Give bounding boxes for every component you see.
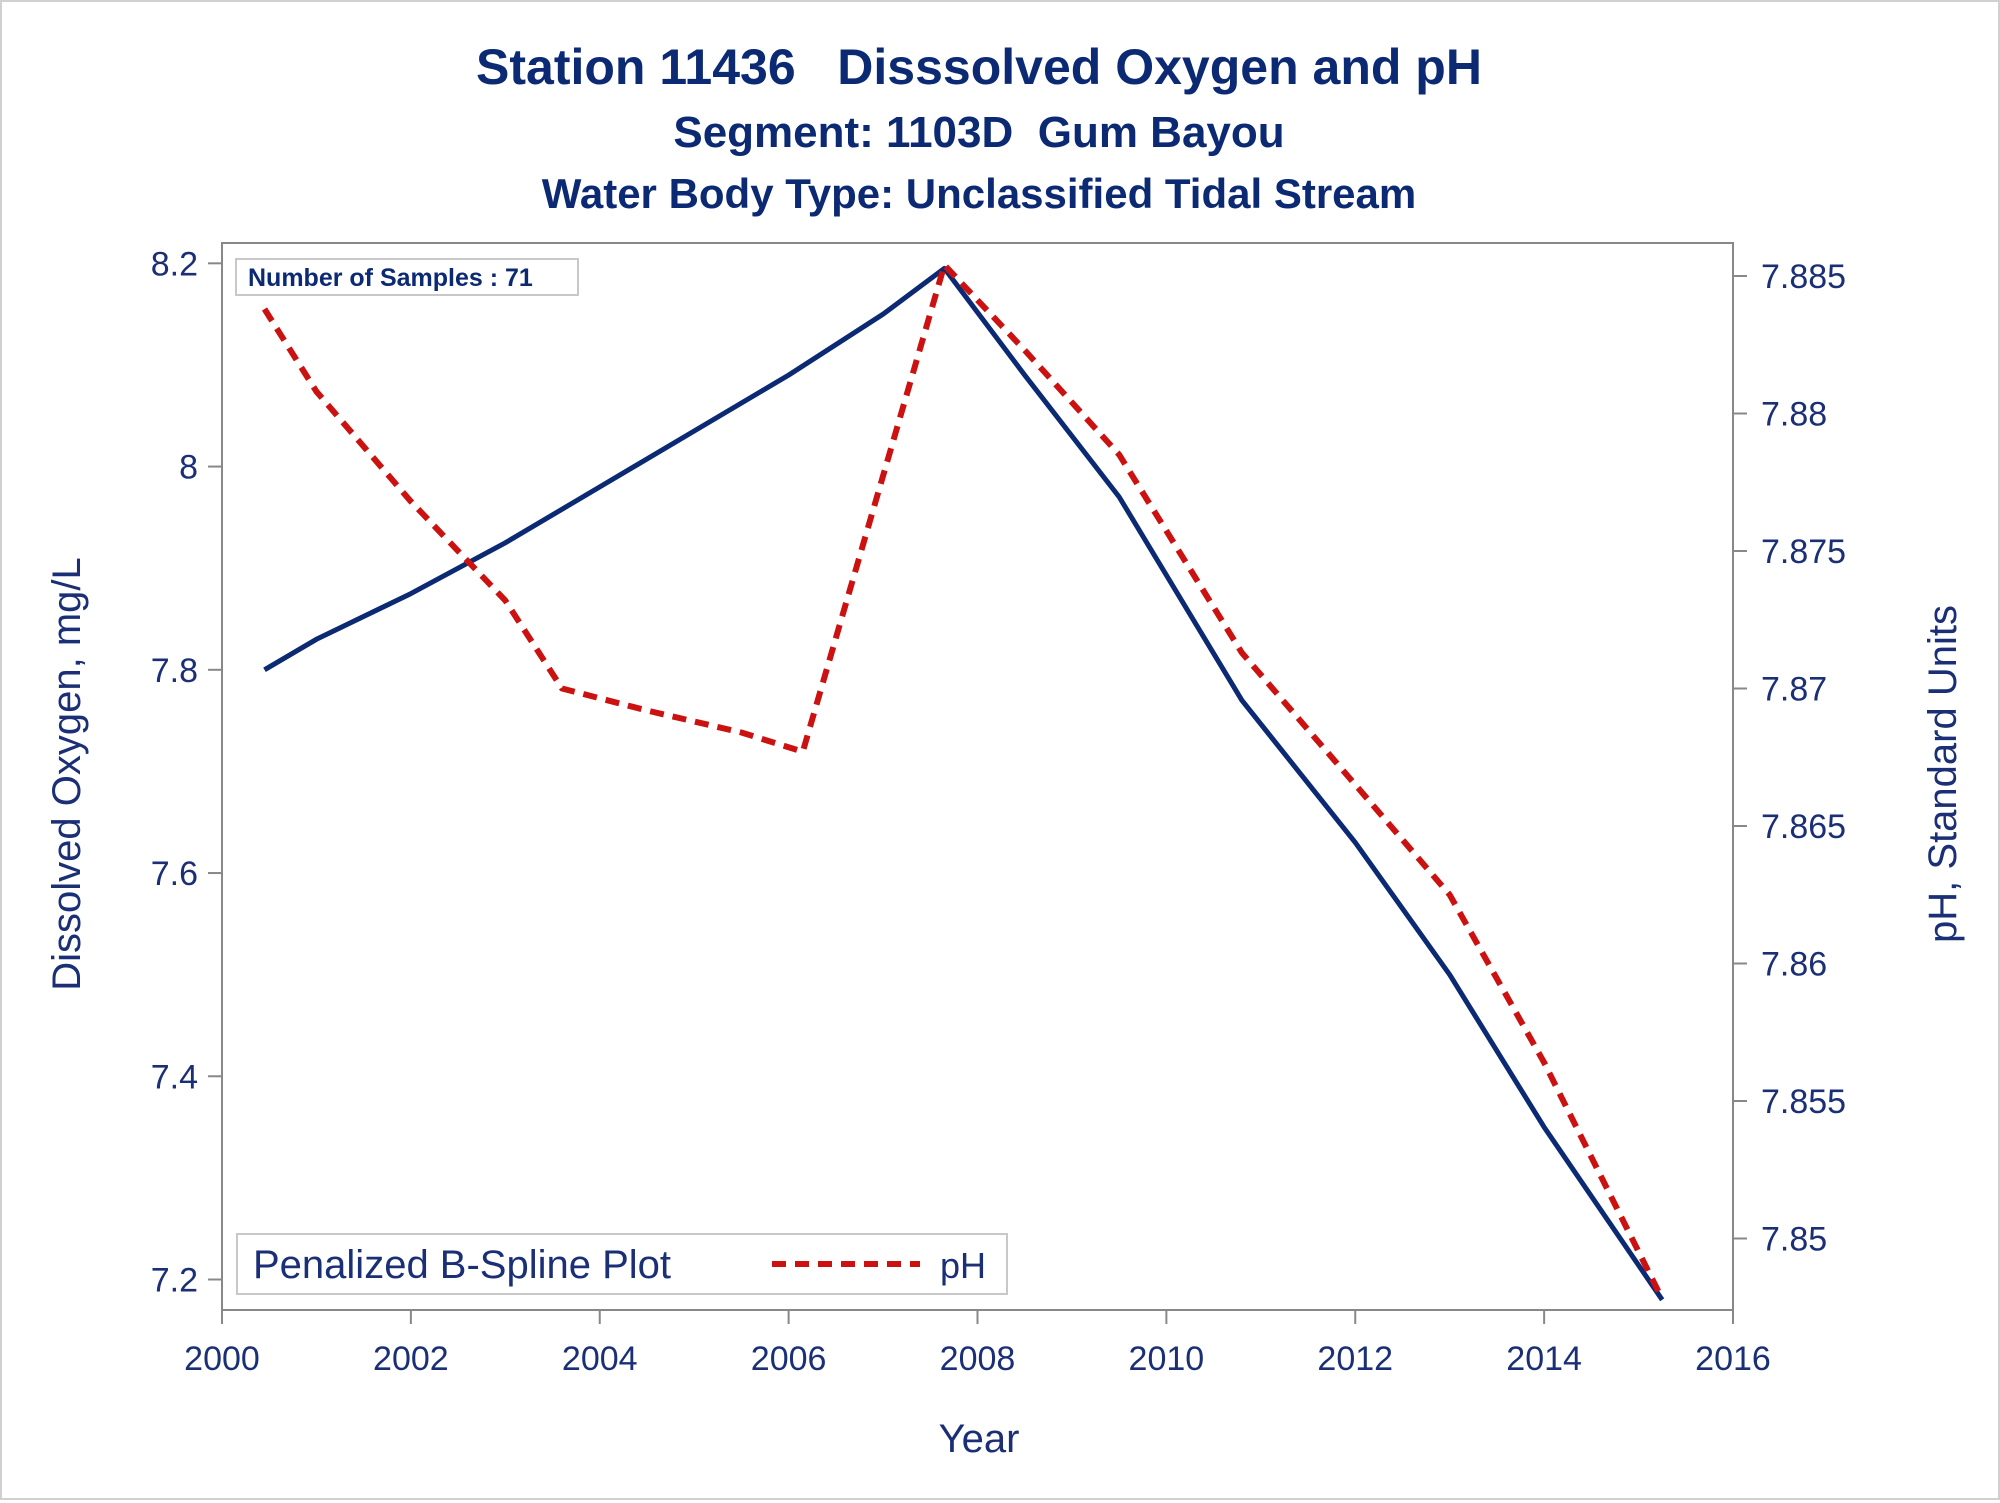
x-axis-label: Year xyxy=(939,1417,1020,1461)
y-left-tick-label: 8.2 xyxy=(151,245,198,283)
y-axis-right-label: pH, Standard Units xyxy=(1921,605,1965,943)
x-tick-label: 2012 xyxy=(1317,1340,1393,1378)
y-left-tick-label: 7.8 xyxy=(151,652,198,690)
y-right-tick-label: 7.855 xyxy=(1761,1083,1846,1121)
chart-title: Station 11436 Disssolved Oxygen and pH xyxy=(476,39,1482,95)
sample-count-annotation: Number of Samples : 71 xyxy=(235,258,579,296)
annotation-text: Number of Samples : 71 xyxy=(248,264,533,292)
y-right-tick-label: 7.88 xyxy=(1761,396,1827,434)
plot-area xyxy=(221,242,1734,1311)
legend-box xyxy=(236,1233,1008,1295)
chart-subtitle-2: Water Body Type: Unclassified Tidal Stre… xyxy=(542,170,1416,217)
legend-title: Penalized B-Spline Plot xyxy=(253,1243,671,1287)
y-right-tick-label: 7.875 xyxy=(1761,533,1846,571)
ph-series-line xyxy=(261,262,1665,1301)
y-right-tick-label: 7.885 xyxy=(1761,258,1846,296)
y-left-tick-label: 7.6 xyxy=(151,855,198,893)
x-tick-label: 2002 xyxy=(373,1340,449,1378)
legend-entry-ph: pH xyxy=(940,1245,986,1286)
x-tick-label: 2000 xyxy=(184,1340,260,1378)
axes: 2000 2002 2004 2006 2008 2010 2012 2014 2016 7.2 7… xyxy=(151,245,1846,1378)
x-tick-label: 2008 xyxy=(940,1340,1016,1378)
x-tick-label: 2006 xyxy=(751,1340,827,1378)
series-layer xyxy=(261,262,1665,1302)
y-axis-left-label: Dissolved Oxygen, mg/L xyxy=(45,557,89,991)
x-tick-label: 2014 xyxy=(1506,1340,1582,1378)
x-tick-label: 2010 xyxy=(1129,1340,1205,1378)
dissolved-oxygen-series-line xyxy=(263,265,1665,1302)
legend: Penalized B-Spline Plot pH xyxy=(236,1233,1008,1295)
y-right-tick-label: 7.85 xyxy=(1761,1221,1827,1259)
y-right-tick-label: 7.87 xyxy=(1761,671,1827,709)
x-tick-label: 2016 xyxy=(1695,1340,1771,1378)
y-left-tick-label: 7.4 xyxy=(151,1058,198,1096)
y-left-tick-label: 8 xyxy=(179,449,198,487)
x-tick-label: 2004 xyxy=(562,1340,638,1378)
y-right-tick-label: 7.86 xyxy=(1761,946,1827,984)
chart-subtitle: Segment: 1103D Gum Bayou xyxy=(673,108,1284,157)
annotation-box xyxy=(235,258,579,296)
y-left-tick-label: 7.2 xyxy=(151,1262,198,1300)
y-right-tick-label: 7.865 xyxy=(1761,808,1846,846)
